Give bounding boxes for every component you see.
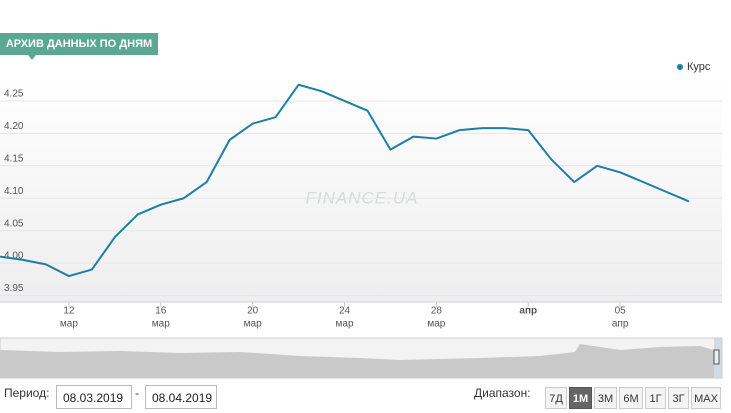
y-tick-label: 4.20: [4, 121, 24, 132]
range-button[interactable]: 1Г: [645, 387, 666, 409]
date-to[interactable]: 08.04.2019: [145, 385, 217, 409]
x-tick-label: 24: [339, 306, 351, 317]
navigator-area: [0, 344, 714, 378]
x-tick-label: мар: [152, 319, 170, 330]
x-tick-label: 05: [615, 306, 627, 317]
x-tick-label: мар: [427, 319, 445, 330]
range-label: Диапазон:: [474, 386, 531, 400]
x-tick-label: 16: [155, 306, 167, 317]
x-tick-label: мар: [244, 319, 262, 330]
plot-bg: [0, 75, 722, 302]
chart: АРХИВ ДАННЫХ ПО ДНЯМ FINANCE.UA 3.954.00…: [0, 33, 723, 379]
x-tick-label: апр: [612, 319, 629, 330]
header-title: АРХИВ ДАННЫХ ПО ДНЯМ: [6, 38, 152, 50]
range-button[interactable]: 7Д: [545, 387, 567, 409]
y-tick-label: 3.95: [4, 283, 24, 294]
y-tick-label: 4.25: [4, 89, 24, 100]
y-tick-label: 4.15: [4, 153, 24, 164]
period-label: Период:: [4, 386, 50, 400]
legend-label: Курс: [687, 61, 711, 73]
y-tick-label: 4.10: [4, 186, 24, 197]
badge-tip: [28, 55, 36, 60]
date-from[interactable]: 08.03.2019: [56, 385, 132, 409]
navigator-handle: [713, 349, 720, 365]
range-button[interactable]: 3Г: [668, 387, 689, 409]
dash: -: [135, 386, 139, 400]
range-button[interactable]: MAX: [691, 387, 721, 409]
x-tick-label: апр: [519, 306, 537, 317]
series-line: [0, 83, 690, 278]
x-tick-label: 28: [431, 306, 443, 317]
y-tick-label: 4.00: [4, 251, 24, 262]
x-tick-label: 12: [63, 306, 75, 317]
header-badge: [0, 33, 158, 55]
legend-marker: [677, 64, 683, 70]
range-button[interactable]: 6М: [619, 387, 643, 409]
y-tick-label: 4.05: [4, 218, 24, 229]
range-button[interactable]: 3М: [594, 387, 617, 409]
x-tick-label: 20: [247, 306, 259, 317]
x-tick-label: мар: [60, 319, 78, 330]
x-tick-label: мар: [336, 319, 354, 330]
range-button[interactable]: 1М: [569, 387, 592, 409]
